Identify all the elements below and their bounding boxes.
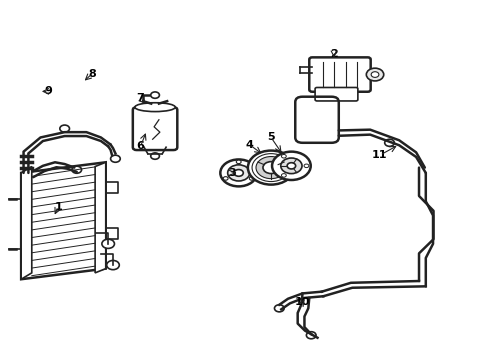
- Text: 1: 1: [54, 202, 62, 212]
- Text: 5: 5: [267, 132, 274, 143]
- Circle shape: [286, 163, 295, 169]
- FancyBboxPatch shape: [314, 87, 357, 101]
- Text: 2: 2: [329, 49, 337, 59]
- Circle shape: [281, 174, 285, 177]
- Circle shape: [256, 157, 285, 179]
- Text: 11: 11: [371, 150, 387, 160]
- Text: 8: 8: [88, 69, 96, 79]
- Circle shape: [236, 160, 241, 164]
- Polygon shape: [21, 167, 32, 279]
- Circle shape: [60, 125, 69, 132]
- Text: 3: 3: [228, 168, 236, 178]
- Text: 6: 6: [136, 141, 144, 151]
- Circle shape: [384, 139, 393, 146]
- Circle shape: [304, 164, 308, 168]
- Circle shape: [150, 92, 159, 98]
- Circle shape: [223, 177, 227, 180]
- Text: 10: 10: [294, 297, 309, 307]
- Circle shape: [102, 239, 114, 248]
- Circle shape: [280, 158, 302, 174]
- Circle shape: [370, 72, 378, 77]
- Circle shape: [227, 165, 249, 181]
- Circle shape: [247, 150, 294, 185]
- Circle shape: [274, 305, 284, 312]
- Circle shape: [249, 177, 254, 180]
- Text: 9: 9: [45, 86, 53, 96]
- FancyBboxPatch shape: [133, 107, 177, 150]
- Circle shape: [281, 154, 285, 158]
- Polygon shape: [95, 162, 105, 273]
- Circle shape: [106, 260, 119, 270]
- Circle shape: [234, 170, 243, 176]
- Circle shape: [366, 68, 383, 81]
- Circle shape: [220, 159, 257, 186]
- Circle shape: [271, 152, 310, 180]
- Text: 4: 4: [245, 140, 253, 149]
- Circle shape: [110, 155, 120, 162]
- Text: 7: 7: [137, 94, 144, 103]
- Ellipse shape: [135, 103, 175, 112]
- Circle shape: [72, 166, 81, 173]
- Circle shape: [150, 153, 159, 159]
- Circle shape: [263, 162, 279, 174]
- Circle shape: [306, 332, 315, 339]
- FancyBboxPatch shape: [308, 57, 370, 92]
